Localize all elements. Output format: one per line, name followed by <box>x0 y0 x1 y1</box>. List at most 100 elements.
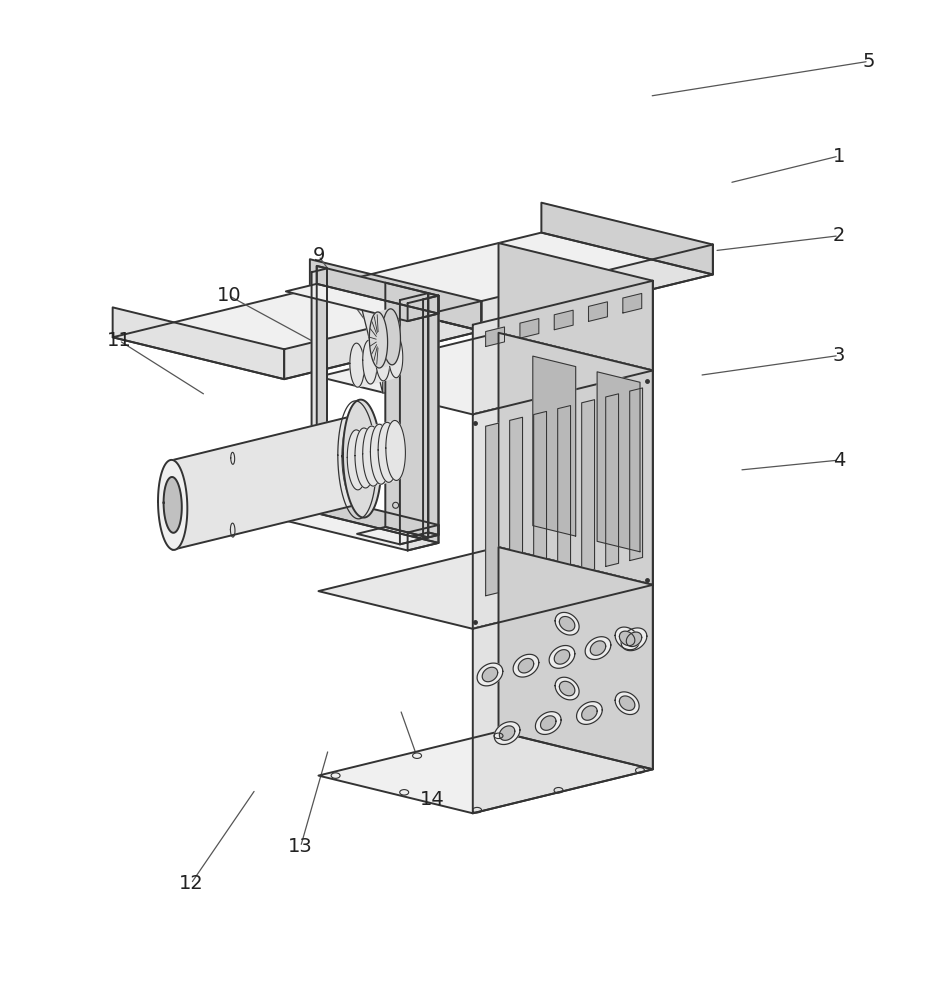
Polygon shape <box>555 677 579 700</box>
Polygon shape <box>627 632 642 647</box>
Polygon shape <box>318 333 653 414</box>
Polygon shape <box>482 667 498 682</box>
Polygon shape <box>113 289 482 379</box>
Polygon shape <box>534 411 547 584</box>
Polygon shape <box>486 327 504 347</box>
Polygon shape <box>407 525 439 550</box>
Polygon shape <box>382 309 401 365</box>
Polygon shape <box>164 477 182 533</box>
Polygon shape <box>623 293 642 313</box>
Text: 11: 11 <box>106 331 132 350</box>
Polygon shape <box>378 422 398 482</box>
Text: 3: 3 <box>833 346 845 365</box>
Polygon shape <box>559 617 575 631</box>
Polygon shape <box>357 421 395 490</box>
Polygon shape <box>355 428 375 488</box>
Polygon shape <box>370 312 388 368</box>
Polygon shape <box>486 423 499 596</box>
Polygon shape <box>375 337 390 381</box>
Polygon shape <box>350 343 364 387</box>
Polygon shape <box>588 302 607 321</box>
Polygon shape <box>428 293 439 535</box>
Polygon shape <box>619 696 635 710</box>
Polygon shape <box>559 681 575 696</box>
Polygon shape <box>386 420 406 480</box>
Polygon shape <box>585 637 611 659</box>
Polygon shape <box>173 415 357 550</box>
Polygon shape <box>499 333 653 585</box>
Polygon shape <box>533 356 576 536</box>
Polygon shape <box>510 417 522 590</box>
Polygon shape <box>499 243 653 370</box>
Polygon shape <box>541 203 713 274</box>
Polygon shape <box>500 726 515 740</box>
Polygon shape <box>343 400 381 518</box>
Polygon shape <box>357 527 428 544</box>
Polygon shape <box>407 296 439 321</box>
Polygon shape <box>535 712 561 734</box>
Polygon shape <box>615 627 639 650</box>
Text: 10: 10 <box>216 286 241 305</box>
Polygon shape <box>317 266 327 508</box>
Polygon shape <box>343 415 372 505</box>
Polygon shape <box>284 301 482 379</box>
Polygon shape <box>606 394 618 566</box>
Polygon shape <box>472 585 653 813</box>
Polygon shape <box>477 663 502 686</box>
Polygon shape <box>317 266 439 314</box>
Polygon shape <box>389 334 403 378</box>
Polygon shape <box>286 513 439 550</box>
Polygon shape <box>590 641 606 655</box>
Text: 14: 14 <box>420 790 444 809</box>
Polygon shape <box>317 495 439 543</box>
Polygon shape <box>113 307 284 379</box>
Polygon shape <box>558 406 570 578</box>
Polygon shape <box>619 631 635 646</box>
Polygon shape <box>540 716 556 730</box>
Polygon shape <box>598 372 640 552</box>
Polygon shape <box>513 654 539 677</box>
Text: 9: 9 <box>312 246 325 265</box>
Polygon shape <box>577 702 602 724</box>
Polygon shape <box>582 400 595 572</box>
Polygon shape <box>357 334 395 387</box>
Polygon shape <box>482 245 713 331</box>
Polygon shape <box>413 532 439 539</box>
Polygon shape <box>385 283 428 537</box>
Polygon shape <box>621 628 646 651</box>
Polygon shape <box>494 722 520 745</box>
Polygon shape <box>371 424 390 484</box>
Polygon shape <box>520 319 539 338</box>
Text: 1: 1 <box>833 147 845 166</box>
Polygon shape <box>472 281 653 414</box>
Polygon shape <box>630 388 643 561</box>
Text: 4: 4 <box>833 451 845 470</box>
Polygon shape <box>615 692 639 715</box>
Polygon shape <box>310 259 482 331</box>
Polygon shape <box>554 310 573 330</box>
Polygon shape <box>582 706 598 720</box>
Polygon shape <box>400 293 428 544</box>
Text: 5: 5 <box>863 52 875 71</box>
Polygon shape <box>550 645 575 668</box>
Polygon shape <box>310 233 713 331</box>
Polygon shape <box>286 284 439 321</box>
Polygon shape <box>518 658 534 673</box>
Polygon shape <box>301 505 327 511</box>
Text: 12: 12 <box>179 874 203 893</box>
Text: 2: 2 <box>833 226 845 245</box>
Polygon shape <box>362 426 382 486</box>
Polygon shape <box>472 370 653 629</box>
Polygon shape <box>311 268 327 511</box>
Polygon shape <box>555 612 579 635</box>
Polygon shape <box>554 650 569 664</box>
Polygon shape <box>318 732 653 813</box>
Polygon shape <box>357 283 383 393</box>
Text: 13: 13 <box>288 837 312 856</box>
Polygon shape <box>362 340 377 384</box>
Polygon shape <box>423 296 439 539</box>
Polygon shape <box>347 430 367 490</box>
Polygon shape <box>158 460 187 550</box>
Polygon shape <box>499 547 653 769</box>
Polygon shape <box>318 547 653 629</box>
